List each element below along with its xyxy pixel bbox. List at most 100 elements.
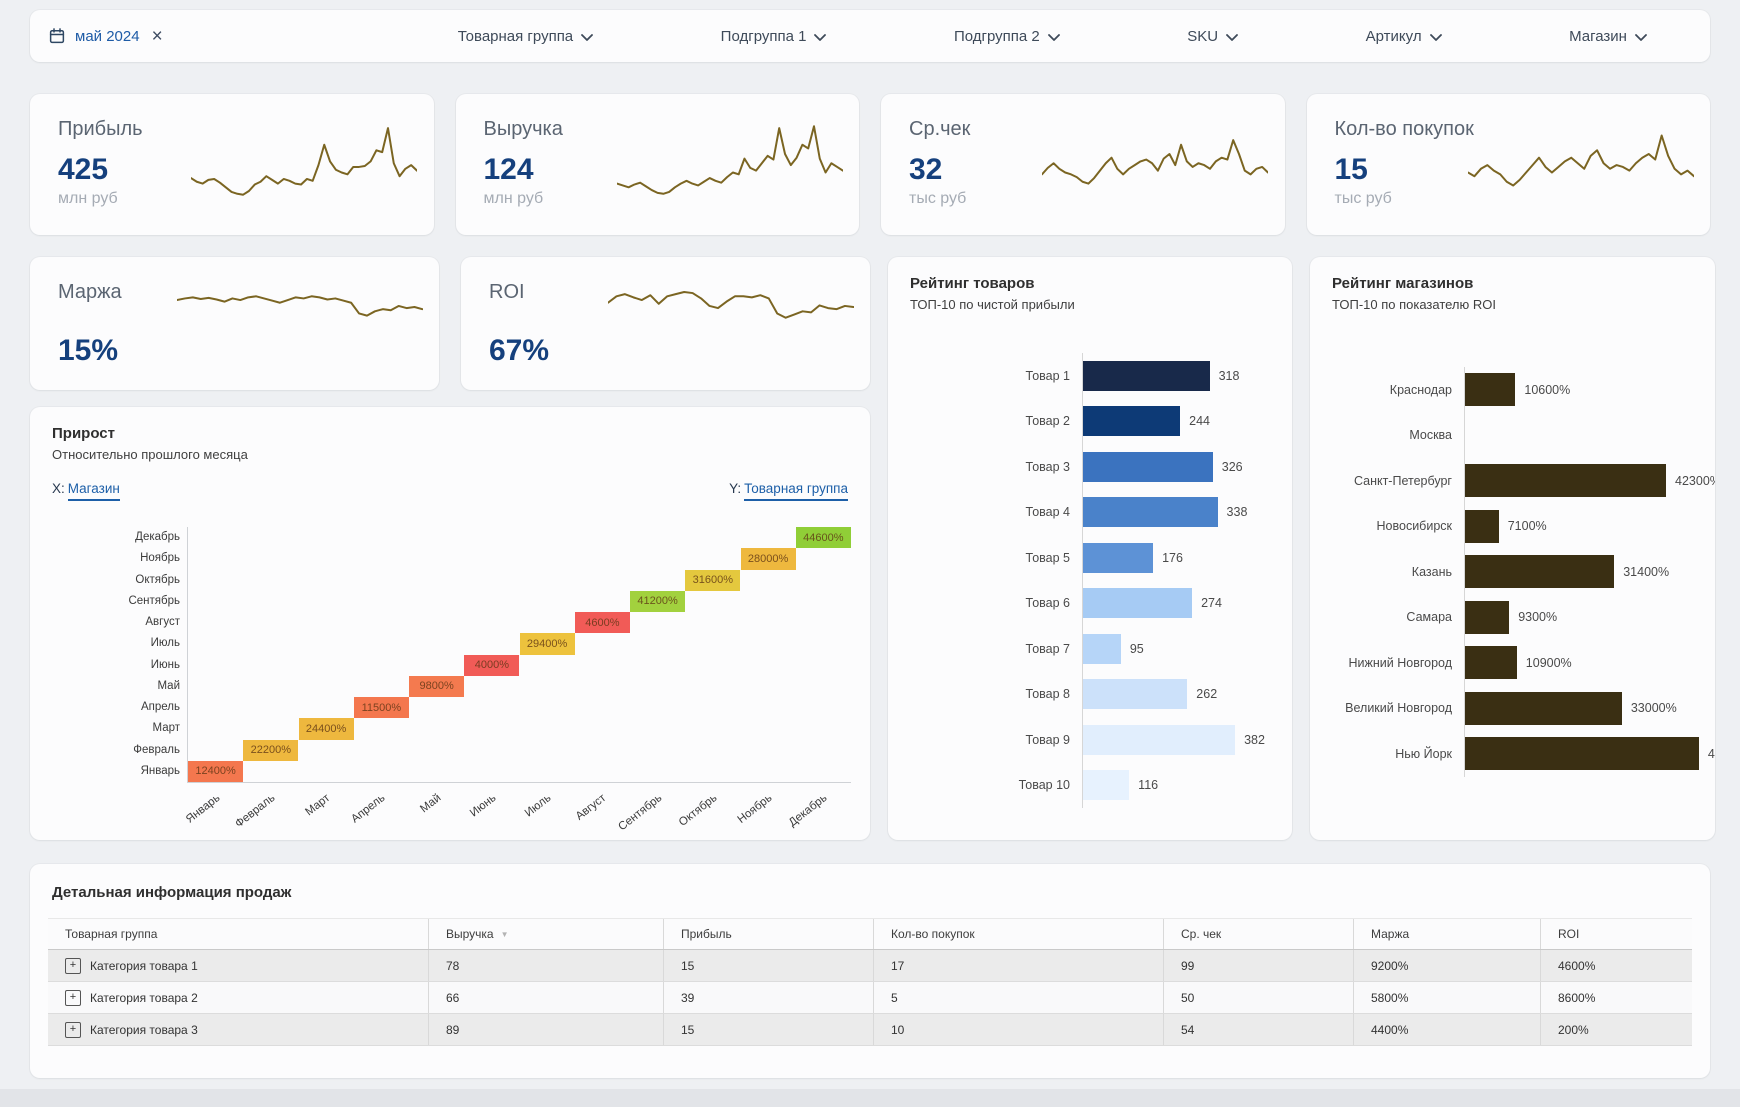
product-bar[interactable]	[1083, 451, 1213, 482]
product-bar[interactable]	[1083, 360, 1210, 391]
store-bar[interactable]	[1465, 737, 1699, 771]
column-header-6[interactable]: Маржа	[1353, 919, 1540, 949]
filter-dropdown-article[interactable]: Артикул	[1366, 28, 1442, 45]
table-row[interactable]: + Категория товара 2 66 39 5 50 5800% 8600%	[48, 982, 1692, 1014]
product-bar-row: Товар 7 95	[910, 626, 1292, 672]
ratio-card-row: Маржа 15% ROI 67%	[30, 257, 870, 390]
store-bar[interactable]	[1465, 464, 1667, 498]
growth-y-label: Январь	[140, 764, 180, 777]
growth-cell[interactable]: 28000%	[740, 548, 796, 570]
bar-value-label: 9300%	[1518, 610, 1558, 625]
table-cell: 5800%	[1353, 982, 1540, 1013]
growth-cell[interactable]: 29400%	[519, 633, 575, 655]
growth-cell[interactable]: 4600%	[574, 612, 630, 634]
store-bar-row: Санкт-Петербург 42300%	[1332, 458, 1715, 504]
expand-row-button plus-icon[interactable]: +	[65, 1021, 81, 1038]
group-label: Категория товара 2	[90, 990, 198, 1005]
kpi-card: Прибыль 425 млн руб	[30, 94, 434, 235]
y-axis-value-link[interactable]: Товарная группа	[744, 481, 848, 501]
table-cell: 9200%	[1353, 950, 1540, 981]
table-row[interactable]: + Категория товара 3 89 15 10 54 4400% 200%	[48, 1014, 1692, 1046]
product-bar[interactable]	[1083, 406, 1181, 437]
column-header-4[interactable]: Кол-во покупок	[873, 919, 1163, 949]
date-filter-chip[interactable]: май 2024 ×	[48, 27, 163, 46]
stores-ranking-title: Рейтинг магазинов	[1332, 275, 1474, 292]
product-bar[interactable]	[1083, 588, 1193, 619]
growth-cell[interactable]: 41200%	[630, 590, 686, 612]
growth-title: Прирост	[52, 425, 115, 442]
growth-cell[interactable]: 12400%	[188, 760, 244, 782]
group-label: Категория товара 1	[90, 958, 198, 973]
product-bar-row: Товар 4 338	[910, 489, 1292, 535]
growth-x-axis-labels: Январь Февраль Март Апрель Май Июнь Июль Август…	[184, 786, 850, 838]
group-cell: + Категория товара 3	[48, 1014, 428, 1045]
product-bar[interactable]	[1083, 770, 1130, 801]
table-cell: 17	[873, 950, 1163, 981]
kpi-card: Выручка 124 млн руб	[455, 94, 859, 235]
store-bar[interactable]	[1465, 600, 1510, 634]
y-axis-selector[interactable]: Y: Товарная группа	[729, 481, 848, 501]
bar-category-label: Товар 8	[1025, 687, 1070, 702]
expand-row-button plus-icon[interactable]: +	[65, 989, 81, 1006]
stores-bar-chart: Краснодар 10600% Москва Санкт-Петербург 4230…	[1332, 367, 1715, 777]
product-bar[interactable]	[1083, 542, 1154, 573]
growth-cell[interactable]: 4000%	[464, 654, 520, 676]
product-bar[interactable]	[1083, 497, 1218, 528]
growth-cell[interactable]: 11500%	[353, 697, 409, 719]
kpi-value: 15	[1334, 153, 1368, 186]
column-header-label: Маржа	[1371, 927, 1410, 941]
store-bar[interactable]	[1465, 509, 1499, 543]
ratio-sparkline	[608, 273, 853, 331]
ratio-sparkline	[177, 273, 422, 331]
filter-dropdown-product-group[interactable]: Товарная группа	[458, 28, 594, 45]
bar-category-label: Товар 1	[1025, 368, 1070, 383]
product-bar[interactable]	[1083, 679, 1188, 710]
column-header-label: Прибыль	[681, 927, 732, 941]
store-bar[interactable]	[1465, 555, 1615, 589]
bar-value-label: 262	[1196, 687, 1218, 702]
bar-value-label: 7100%	[1507, 519, 1547, 534]
store-bar[interactable]	[1465, 646, 1517, 680]
filter-dropdown-subgroup-2[interactable]: Подгруппа 2	[954, 28, 1060, 45]
column-header-2[interactable]: Выручка ▼	[428, 919, 663, 949]
sales-table: Товарная группа Выручка ▼ Прибыль Кол-во пок…	[48, 918, 1692, 1046]
bar-category-label: Санкт-Петербург	[1353, 473, 1452, 488]
store-bar[interactable]	[1465, 691, 1622, 725]
column-header-5[interactable]: Ср. чек	[1163, 919, 1353, 949]
column-header-7[interactable]: ROI	[1540, 919, 1692, 949]
x-axis-value-link[interactable]: Магазин	[67, 481, 120, 501]
filter-dropdown-sku[interactable]: SKU	[1187, 28, 1239, 45]
x-axis-selector[interactable]: X: Магазин	[52, 481, 120, 501]
calendar-icon	[49, 28, 65, 44]
kpi-title: Ср.чек	[909, 118, 971, 140]
growth-cell[interactable]: 9800%	[409, 675, 465, 697]
store-bar[interactable]	[1465, 373, 1516, 407]
kpi-title: Прибыль	[58, 118, 143, 140]
filter-dropdown-store[interactable]: Магазин	[1569, 28, 1647, 45]
product-bar[interactable]	[1083, 724, 1236, 755]
close-icon[interactable]: ×	[151, 25, 163, 47]
table-row[interactable]: + Категория товара 1 78 15 17 99 9200% 4600%	[48, 950, 1692, 982]
growth-cell[interactable]: 31600%	[685, 569, 741, 591]
column-header-3[interactable]: Прибыль	[663, 919, 873, 949]
column-header-1[interactable]: Товарная группа	[48, 919, 428, 949]
product-bar[interactable]	[1083, 633, 1121, 664]
ratio-title: ROI	[489, 281, 525, 303]
growth-cell[interactable]: 24400%	[298, 718, 354, 740]
bar-category-label: Самара	[1406, 610, 1452, 625]
kpi-value: 124	[483, 153, 534, 186]
growth-cell[interactable]: 44600%	[795, 527, 851, 549]
table-cell: 4600%	[1540, 950, 1692, 981]
bar-zone: 244	[1082, 398, 1292, 444]
filter-dropdown-subgroup-1[interactable]: Подгруппа 1	[721, 28, 827, 45]
kpi-sparkline	[1468, 112, 1694, 212]
filter-bar: май 2024 × Товарная группа Подгруппа 1 Под…	[30, 10, 1710, 62]
expand-row-button plus-icon[interactable]: +	[65, 957, 81, 974]
growth-cell[interactable]: 22200%	[243, 739, 299, 761]
bar-zone: 274	[1082, 580, 1292, 626]
table-header-row: Товарная группа Выручка ▼ Прибыль Кол-во пок…	[48, 918, 1692, 950]
bar-value-label: 42300%	[1675, 473, 1715, 488]
store-bar-row: Нью Йорк 49200%	[1332, 731, 1715, 777]
bar-zone: 10900%	[1464, 640, 1715, 686]
product-bar-row: Товар 3 326	[910, 444, 1292, 490]
